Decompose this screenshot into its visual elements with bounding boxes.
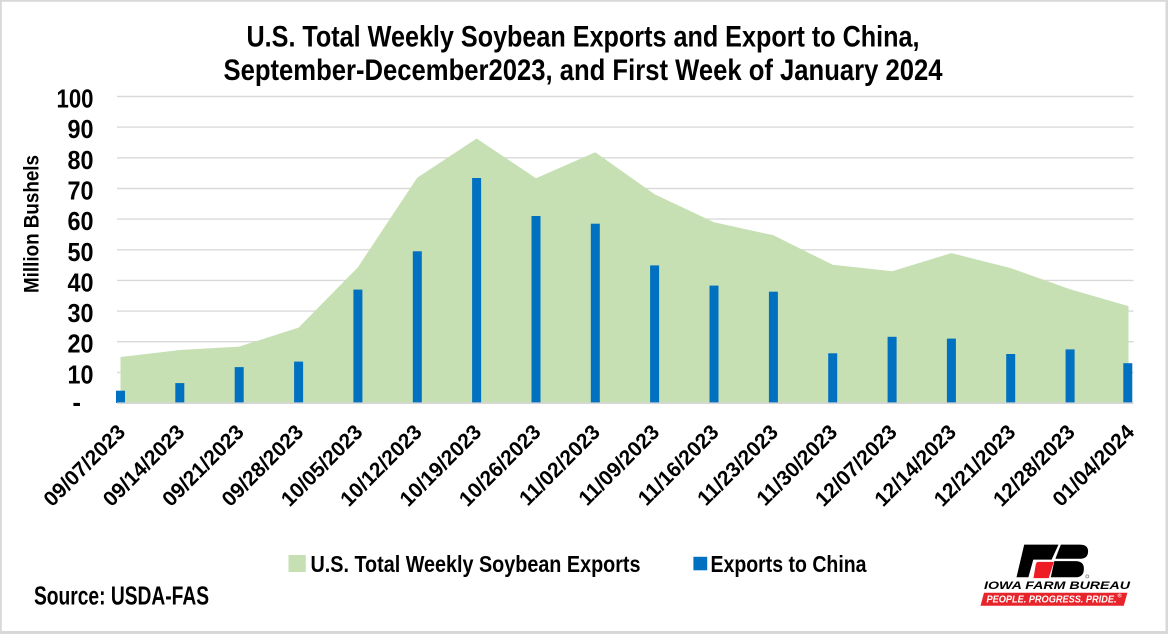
svg-text:September-December2023, and Fi: September-December2023, and First Week o… <box>224 54 943 87</box>
svg-text:-: - <box>72 387 81 417</box>
svg-text:90: 90 <box>68 114 94 144</box>
svg-text:®: ® <box>1118 593 1122 600</box>
svg-text:40: 40 <box>68 267 94 297</box>
svg-text:Exports to China: Exports to China <box>711 551 867 577</box>
svg-text:Million Bushels: Million Bushels <box>21 155 44 293</box>
svg-text:30: 30 <box>68 298 94 328</box>
svg-text:IOWA FARM BUREAU: IOWA FARM BUREAU <box>984 580 1131 592</box>
svg-text:80: 80 <box>68 145 94 175</box>
svg-text:U.S. Total Weekly Soybean Expo: U.S. Total Weekly Soybean Exports <box>311 551 641 577</box>
svg-text:50: 50 <box>68 237 94 267</box>
svg-text:100: 100 <box>57 84 94 114</box>
svg-text:70: 70 <box>68 176 94 206</box>
svg-text:20: 20 <box>68 329 94 359</box>
svg-text:U.S. Total Weekly Soybean Expo: U.S. Total Weekly Soybean Exports and Ex… <box>247 21 920 54</box>
svg-text:60: 60 <box>68 206 94 236</box>
svg-text:Source: USDA-FAS: Source: USDA-FAS <box>34 580 209 610</box>
svg-text:PEOPLE. PROGRESS. PRIDE.: PEOPLE. PROGRESS. PRIDE. <box>987 593 1117 605</box>
svg-text:10: 10 <box>68 359 94 389</box>
